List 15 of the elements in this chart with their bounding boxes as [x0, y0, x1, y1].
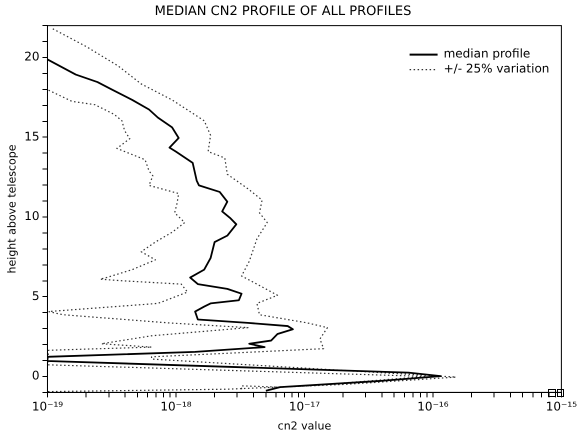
y-tick-label: 15 [24, 129, 40, 144]
x-tick-label: 10⁻¹⁹ [32, 400, 64, 414]
y-tick-label: 20 [24, 50, 40, 64]
x-tick-label: 10⁻¹⁸ [160, 400, 192, 414]
legend-label: median profile [444, 46, 530, 61]
x-tick-label: 10⁻¹⁵ [546, 400, 578, 414]
y-tick-label: 10 [24, 209, 40, 224]
x-tick-label: 10⁻¹⁶ [417, 400, 449, 414]
legend-label: +/- 25% variation [444, 62, 550, 76]
x-tick-label: 10⁻¹⁷ [288, 400, 320, 414]
y-axis-title: height above telescope [5, 144, 18, 274]
x-axis-title: cn2 value [278, 419, 332, 432]
y-tick-label: 5 [32, 288, 40, 303]
y-tick-label: 0 [32, 368, 40, 383]
chart-title: MEDIAN CN2 PROFILE OF ALL PROFILES [154, 4, 412, 20]
